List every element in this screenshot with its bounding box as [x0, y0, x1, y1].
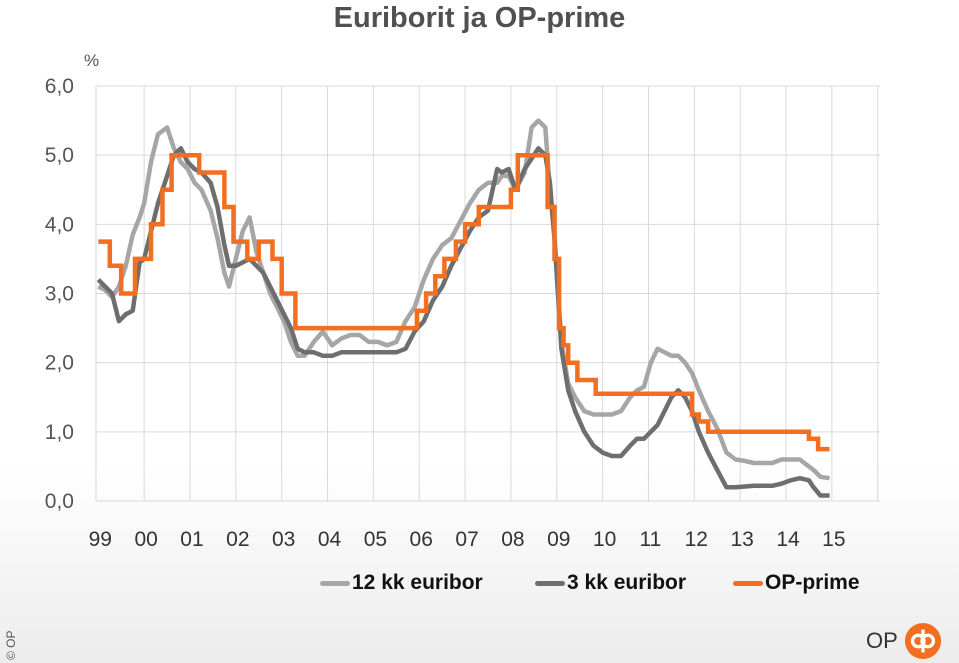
x-tick-label: 15 [822, 528, 845, 551]
x-tick-label: 04 [318, 528, 342, 551]
y-tick-label: 6,0 [45, 75, 74, 98]
x-tick-label: 14 [776, 528, 800, 551]
axis-ticks: 0,0 1,0 2,0 3,0 4,0 5,0 6,0 99 00 01 02 03 04 05 06 07 0… [45, 75, 846, 551]
x-tick-label: 01 [180, 528, 203, 551]
legend-item-12kk: 12 kk euribor [320, 570, 483, 596]
series-line-op-prime [98, 152, 830, 452]
series [96, 118, 830, 498]
y-tick-label: 0,0 [45, 490, 74, 513]
legend-label-prime: OP-prime [765, 571, 860, 594]
y-tick-label: 4,0 [45, 213, 74, 236]
y-unit-label: % [84, 51, 99, 70]
x-tick-label: 09 [547, 528, 570, 551]
x-tick-label: 13 [730, 528, 753, 551]
legend: 12 kk euribor 3 kk euribor OP-prime [0, 570, 959, 596]
copyright-text: © OP [4, 630, 18, 660]
y-tick-label: 2,0 [45, 352, 74, 375]
x-tick-label: 99 [89, 528, 112, 551]
chart-title: Euriborit ja OP-prime [333, 2, 626, 34]
legend-item-prime: OP-prime [733, 570, 860, 596]
x-tick-label: 02 [226, 528, 249, 551]
op-brand: OP [866, 622, 942, 660]
legend-swatch-3kk [535, 580, 565, 586]
grid [95, 85, 880, 502]
x-tick-label: 12 [685, 528, 708, 551]
op-logo-icon [904, 622, 941, 660]
x-tick-label: 10 [593, 528, 616, 551]
series-line-3kk-euribor [96, 146, 830, 498]
y-tick-label: 3,0 [45, 283, 74, 306]
y-tick-label: 1,0 [45, 421, 74, 444]
x-tick-label: 08 [501, 528, 524, 551]
x-tick-label: 05 [364, 528, 387, 551]
x-tick-label: 00 [134, 528, 157, 551]
x-tick-label: 06 [410, 528, 433, 551]
y-tick-label: 5,0 [45, 144, 74, 167]
x-tick-label: 07 [455, 528, 478, 551]
x-tick-label: 11 [640, 528, 662, 551]
series-line-12kk-euribor [97, 118, 830, 481]
legend-swatch-12kk [320, 580, 350, 586]
x-tick-label: 03 [272, 528, 295, 551]
legend-item-3kk: 3 kk euribor [535, 570, 686, 596]
brand-text: OP [866, 628, 898, 653]
legend-swatch-prime [733, 580, 763, 586]
legend-label-12kk: 12 kk euribor [352, 571, 483, 594]
legend-label-3kk: 3 kk euribor [567, 571, 687, 594]
